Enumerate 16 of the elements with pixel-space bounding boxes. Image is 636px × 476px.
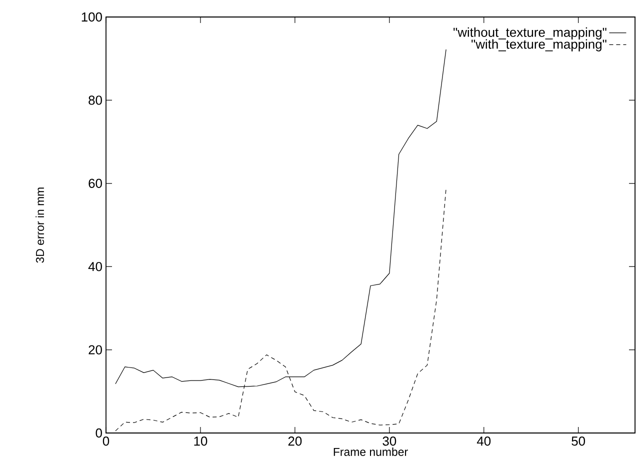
x-tick-label: 50 [572,436,586,446]
y-tick-label: 20 [88,345,102,354]
x-tick-label: 40 [476,436,491,446]
y-tick-label: 100 [82,12,102,22]
legend-label: "without_texture_mapping" [454,27,606,40]
legend-label: "with_texture_mapping" [472,39,606,52]
y-tick-label: 0 [96,428,102,438]
x-tick-label: 10 [194,436,208,446]
y-tick-label: 40 [88,262,102,272]
x-tick-label: 0 [102,436,110,446]
y-tick-label: 80 [88,96,102,105]
y-tick-label: 60 [88,178,102,188]
x-axis-title: Frame number [334,448,408,456]
y-axis-title: 3D error in mm [36,188,44,263]
x-tick-label: 30 [382,436,396,446]
x-tick-label: 20 [288,436,302,446]
